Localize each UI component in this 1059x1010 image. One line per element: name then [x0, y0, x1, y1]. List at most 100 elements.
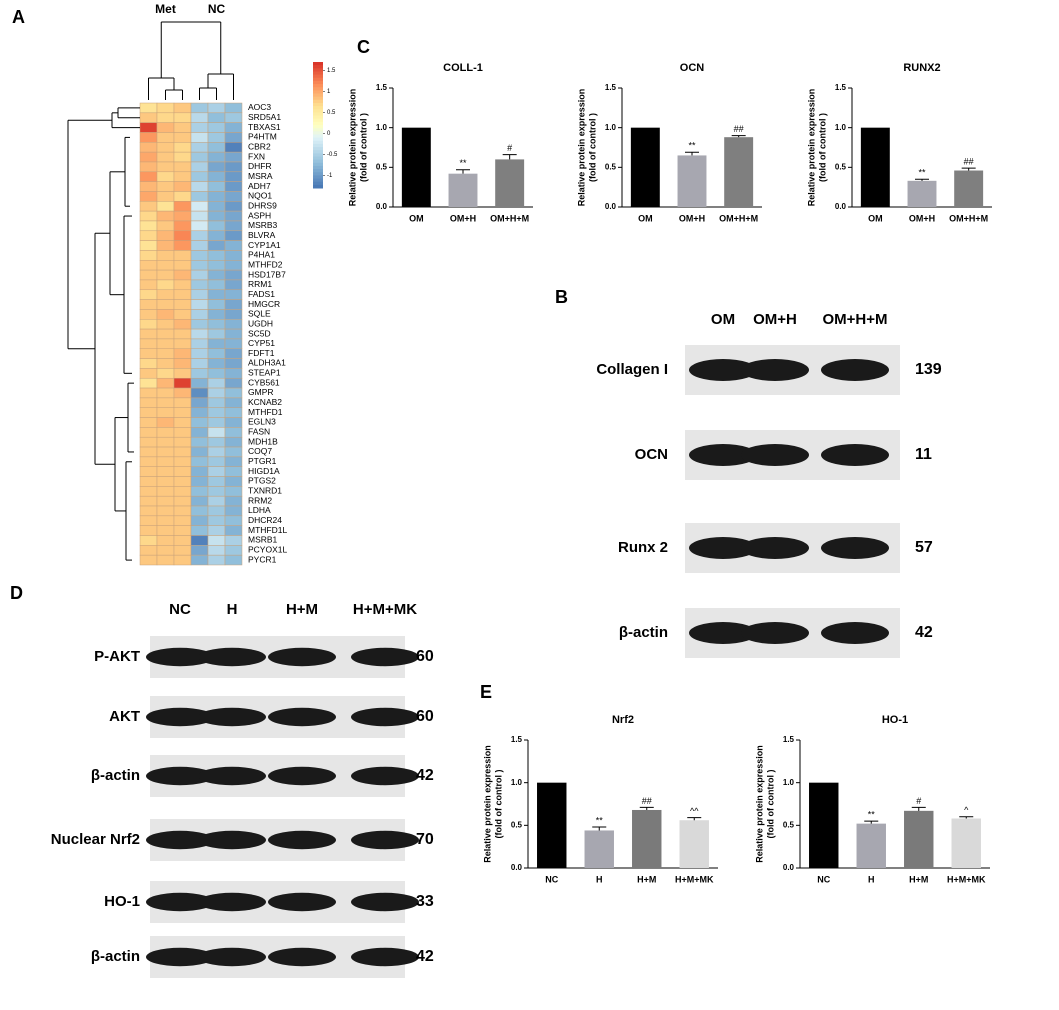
- colorbar-step: [313, 184, 323, 189]
- heatmap-cell: [139, 142, 158, 153]
- heatmap-cell: [190, 230, 209, 241]
- heatmap-cell: [139, 554, 158, 566]
- bar: [860, 127, 890, 207]
- heatmap-cell: [207, 279, 226, 291]
- heatmap-cell: [207, 102, 226, 114]
- colorbar-step: [313, 159, 323, 164]
- significance-mark: ^^: [690, 806, 699, 816]
- heatmap-cell: [224, 240, 243, 251]
- heatmap-cell: [224, 338, 243, 349]
- bar: [724, 137, 754, 207]
- heatmap-cell: [139, 407, 158, 418]
- y-tick-label: 1.0: [511, 778, 523, 787]
- blot-band: [146, 766, 214, 786]
- heatmap-cell: [156, 132, 175, 143]
- heatmap-cell: [224, 299, 243, 310]
- gene-label: LDHA: [248, 505, 271, 515]
- colorbar-step: [313, 77, 323, 82]
- gene-label: PYCR1: [248, 554, 277, 564]
- heatmap-cell: [156, 436, 175, 448]
- heatmap-cell: [224, 191, 243, 202]
- heatmap-cell: [173, 545, 192, 556]
- heatmap-cell: [190, 122, 209, 133]
- y-tick-label: 1.0: [783, 778, 795, 787]
- gene-label: HSD17B7: [248, 269, 286, 279]
- heatmap-cell: [173, 319, 192, 330]
- lane-label: OM: [711, 311, 735, 328]
- y-tick-label: 1.5: [835, 83, 847, 92]
- gene-label: MDH1B: [248, 436, 278, 446]
- colorbar-step: [313, 68, 323, 72]
- significance-mark: ##: [642, 796, 652, 806]
- heatmap-cell: [224, 368, 243, 379]
- heatmap-cell: [190, 191, 209, 202]
- heatmap-cell: [224, 486, 243, 497]
- heatmap-cell: [224, 397, 243, 408]
- heatmap-cell: [139, 112, 158, 123]
- heatmap-cell: [190, 132, 209, 143]
- heatmap-cell: [207, 210, 226, 222]
- heatmap-cell: [173, 368, 192, 379]
- heatmap-cell: [207, 260, 226, 271]
- error-bar: [731, 135, 746, 138]
- bar: [907, 180, 937, 207]
- blot-band: [268, 647, 336, 667]
- heatmap-cell: [190, 260, 209, 271]
- heatmap-cell: [156, 515, 175, 526]
- gene-label: CYP1A1: [248, 240, 281, 250]
- bar: [904, 810, 934, 868]
- blot-band: [351, 892, 419, 912]
- heatmap-cell: [224, 515, 243, 526]
- lane-label: NC: [169, 601, 191, 618]
- heatmap-cell: [224, 132, 243, 143]
- blot-band: [741, 444, 809, 466]
- significance-mark: ^: [964, 805, 969, 815]
- colorbar-step: [313, 115, 323, 120]
- heatmap-cell: [156, 486, 175, 497]
- heatmap-cell: [224, 328, 243, 340]
- colorbar-step: [313, 131, 323, 135]
- heatmap-cell: [139, 338, 158, 349]
- gene-label: PTGS2: [248, 476, 276, 486]
- heatmap-cell: [207, 486, 226, 497]
- bar: [632, 809, 662, 868]
- colorbar-step: [313, 165, 323, 170]
- heatmap-cell: [173, 427, 192, 438]
- heatmap-cell: [207, 446, 226, 458]
- heatmap-cell: [139, 387, 158, 399]
- blot-kda: 70: [416, 831, 434, 848]
- y-axis-label: (fold of control ): [587, 113, 597, 182]
- heatmap-cell: [173, 407, 192, 418]
- heatmap-cell: [156, 102, 175, 114]
- heatmap-cell: [173, 299, 192, 310]
- heatmap-cell: [207, 338, 226, 349]
- heatmap-cell: [156, 240, 175, 251]
- lane-label: H: [227, 601, 238, 618]
- heatmap-cell: [207, 436, 226, 448]
- blot-kda: 42: [416, 948, 434, 965]
- colorbar-step: [313, 121, 323, 126]
- heatmap-cell: [139, 250, 158, 261]
- heatmap-cell: [156, 112, 175, 123]
- colorbar-step: [313, 84, 323, 88]
- lane-label: H+M: [286, 601, 318, 618]
- heatmap-cell: [173, 151, 192, 163]
- heatmap-cell: [173, 201, 192, 212]
- y-tick-label: 1.5: [376, 83, 388, 92]
- blot-band: [821, 359, 889, 381]
- y-tick-label: 0.5: [835, 162, 847, 171]
- heatmap-cell: [173, 525, 192, 536]
- significance-mark: #: [916, 796, 921, 806]
- heatmap-cell: [190, 436, 209, 448]
- heatmap-cell: [207, 456, 226, 467]
- heatmap-cell: [173, 309, 192, 320]
- heatmap-cell: [207, 299, 226, 310]
- bar: [809, 782, 839, 868]
- blot-band: [198, 892, 266, 912]
- heatmap-cell: [190, 427, 209, 438]
- gene-label: TXNRD1: [248, 486, 282, 496]
- heatmap-cell: [156, 505, 175, 517]
- heatmap-cell: [173, 142, 192, 153]
- heatmap-cell: [224, 230, 243, 241]
- x-tick-label: H: [596, 874, 603, 884]
